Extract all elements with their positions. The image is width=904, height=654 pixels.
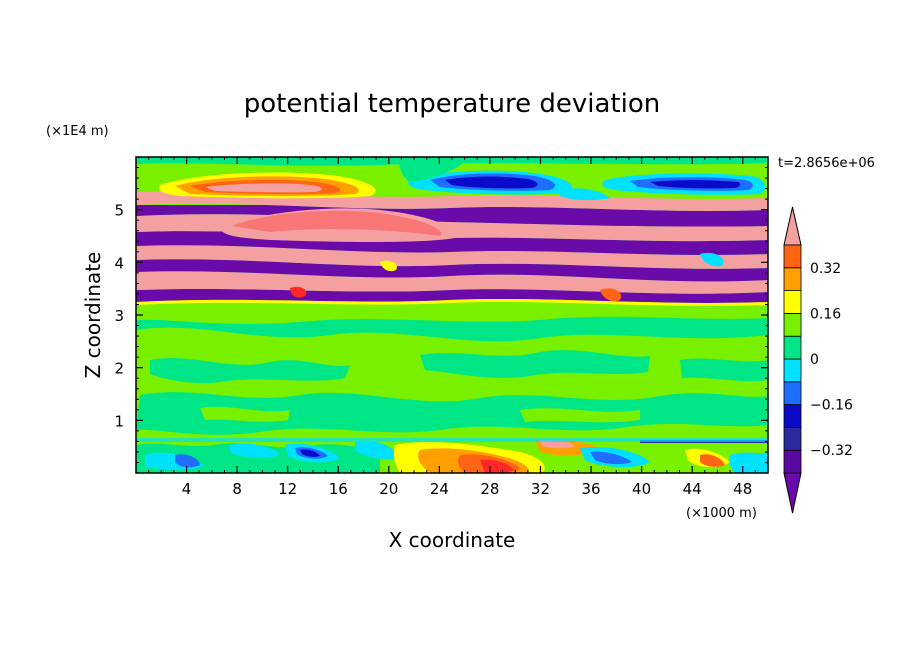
x-tick-label: 32 — [531, 480, 550, 498]
colorbar-label: 0.16 — [810, 306, 841, 322]
x-tick-label: 8 — [232, 480, 242, 498]
colorbar-swatch — [783, 381, 802, 405]
upper-layer — [136, 203, 768, 306]
x-tick-label: 16 — [329, 480, 348, 498]
y-tick-label: 5 — [114, 202, 124, 220]
x-tick-label: 40 — [632, 480, 651, 498]
x-tick-label: 36 — [581, 480, 600, 498]
top-layer — [136, 157, 768, 211]
x-tick-label: 12 — [278, 480, 297, 498]
x-tick-label: 44 — [683, 480, 702, 498]
colorbar-swatch — [783, 426, 802, 451]
colorbar-swatch — [783, 404, 802, 428]
colorbar-swatch — [783, 244, 802, 269]
x-axis-label: X coordinate — [389, 528, 516, 552]
x-tick-label: 20 — [379, 480, 398, 498]
x-tick-label: 48 — [733, 480, 752, 498]
y-tick-label: 4 — [114, 254, 124, 272]
time-label: t=2.8656e+06 — [778, 156, 875, 171]
y-axis: 1 2 3 4 5 — [114, 167, 768, 463]
chart-title: potential temperature deviation — [244, 89, 660, 119]
colorbar-label: 0.32 — [810, 261, 841, 277]
x-tick-label: 28 — [480, 480, 499, 498]
colorbar-swatch — [783, 358, 802, 383]
contour-field — [136, 157, 768, 473]
colorbar-over-triangle — [783, 206, 802, 246]
colorbar-swatch — [783, 449, 802, 474]
y-axis-label: Z coordinate — [81, 252, 105, 379]
colorbar-under-triangle — [783, 472, 802, 514]
colorbar-swatch — [783, 312, 802, 337]
colorbar-label: 0 — [810, 352, 819, 368]
x-tick-label: 4 — [182, 480, 192, 498]
colorbar-label: −0.32 — [810, 443, 853, 459]
colorbar-swatch — [783, 267, 802, 291]
x-axis: 4 8 12 16 20 24 28 32 36 40 44 48 — [148, 157, 756, 498]
lower-layer — [136, 438, 768, 473]
y-unit-label: (×1E4 m) — [46, 124, 109, 139]
y-tick-label: 2 — [114, 360, 124, 378]
x-unit-label: (×1000 m) — [686, 506, 757, 521]
y-tick-label: 1 — [114, 412, 124, 430]
colorbar-swatch — [783, 290, 802, 314]
x-tick-label: 24 — [430, 480, 449, 498]
y-tick-label: 3 — [114, 307, 124, 325]
colorbar-label: −0.16 — [810, 398, 853, 414]
colorbar-swatch — [783, 335, 802, 360]
colorbar: 0.32 0.16 0 −0.16 −0.32 — [783, 206, 853, 514]
